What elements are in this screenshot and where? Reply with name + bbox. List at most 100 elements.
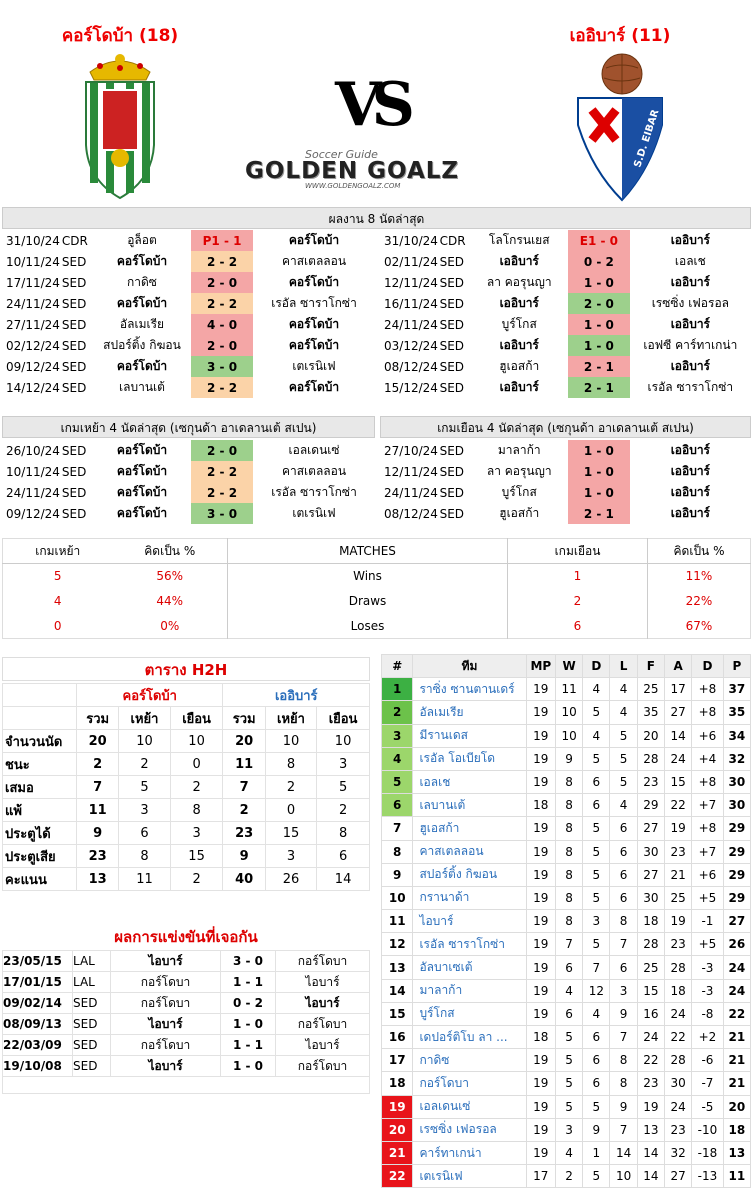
home-team[interactable]: คอร์โดบ้า — [116, 485, 168, 499]
home-team[interactable]: เออิบาร์ — [499, 254, 539, 268]
home-team[interactable]: โลโกรนเยส — [488, 233, 550, 247]
league-team[interactable]: กรานาด้า — [412, 885, 527, 911]
away-team[interactable]: เอฟซี คาร์ทาเกน่า — [643, 338, 738, 352]
home-team[interactable]: มาลาก้า — [497, 443, 541, 457]
league-team[interactable]: มีรานเดส — [412, 723, 527, 748]
away-team[interactable]: คอร์โดบ้า — [288, 380, 340, 394]
league-team[interactable]: คาร์ทาเกน่า — [412, 1140, 527, 1166]
competition-code: SED — [61, 464, 87, 479]
home-team[interactable]: เออิบาร์ — [499, 296, 539, 310]
league-team[interactable]: กาดิซ — [412, 1048, 527, 1073]
result-away[interactable]: ไอบาร์ — [275, 1034, 370, 1056]
away-team[interactable]: เรอัล ซาราโกซ่า — [271, 296, 357, 310]
home-team[interactable]: กาดิซ — [127, 275, 157, 289]
home-team[interactable]: บูร์โกส — [501, 485, 537, 499]
league-team[interactable]: เรซซิ่ง เฟอรอล — [412, 1117, 527, 1142]
home-team[interactable]: อัลเมเรีย — [119, 317, 165, 331]
result-away[interactable]: กอร์โดบา — [275, 950, 370, 972]
result-home[interactable]: กอร์โดบา — [110, 971, 221, 993]
score: 1 - 0 — [568, 272, 630, 293]
league-team[interactable]: เดปอร์ติโบ ลา ... — [412, 1024, 527, 1050]
home-team[interactable]: คอร์โดบ้า — [116, 506, 168, 520]
away-team[interactable]: เตเรนิเฟ — [292, 506, 336, 520]
league-team[interactable]: อัลเมเรีย — [412, 700, 527, 725]
league-team[interactable]: เอลเดนเซ่ — [412, 1094, 527, 1119]
match-date: 26/10/24 — [6, 443, 60, 458]
result-home[interactable]: กอร์โดบา — [110, 1034, 221, 1056]
h2h-row: จำนวนนัด 20 10 10 20 10 10 — [2, 729, 370, 753]
home-team[interactable]: ฮูเอสก้า — [499, 506, 540, 520]
league-team[interactable]: อัลบาเซเต้ — [412, 955, 527, 980]
league-team[interactable]: เลบานเต้ — [412, 793, 527, 818]
league-team[interactable]: เตเรนิเฟ — [412, 1164, 527, 1189]
league-team[interactable]: เอลเช — [412, 769, 527, 795]
league-stat: 19 — [525, 1117, 556, 1142]
home-team[interactable]: ลา คอรุนญา — [486, 464, 552, 478]
league-team[interactable]: เรอัล โอเบียโด — [412, 746, 527, 771]
home-team[interactable]: บูร์โกส — [501, 317, 537, 331]
league-position: 16 — [380, 1024, 414, 1050]
league-stat: 19 — [525, 885, 556, 911]
league-team[interactable]: สปอร์ติ้ง กิฆอน — [412, 862, 527, 887]
away-team[interactable]: คอร์โดบ้า — [288, 233, 340, 247]
result-home[interactable]: ไอบาร์ — [110, 1013, 221, 1035]
league-team[interactable]: ราซิ่ง ซานตานเดร์ — [412, 677, 527, 702]
away-team[interactable]: คอร์โดบ้า — [288, 338, 340, 352]
league-team[interactable]: เรอัล ซาราโกซ่า — [412, 932, 527, 957]
away-team[interactable]: เออิบาร์ — [670, 443, 711, 457]
away-team[interactable]: เออิบาร์ — [670, 485, 711, 499]
home-team[interactable]: คอร์โดบ้า — [116, 443, 168, 457]
away-team[interactable]: เอลเดนเซ่ — [288, 443, 340, 457]
result-away[interactable]: กอร์โดบา — [275, 1055, 370, 1077]
league-stat: 19 — [525, 700, 556, 725]
away-team[interactable]: เรอัล ซาราโกซ่า — [647, 380, 734, 394]
home-team[interactable]: คอร์โดบ้า — [116, 296, 168, 310]
away-team[interactable]: คาสเตลลอน — [281, 254, 347, 268]
result-home[interactable]: ไอบาร์ — [110, 950, 221, 972]
league-stat: 23 — [663, 839, 693, 864]
league-stat: 5 — [582, 1164, 611, 1189]
result-away[interactable]: กอร์โดบา — [275, 1013, 370, 1035]
league-stat: 29 — [722, 816, 752, 841]
result-away[interactable]: ไอบาร์ — [275, 971, 370, 993]
away-team[interactable]: เตเรนิเฟ — [292, 359, 336, 373]
league-team[interactable]: กอร์โดบา — [412, 1071, 527, 1096]
home-team[interactable]: สปอร์ติ้ง กิฆอน — [103, 338, 181, 352]
league-team[interactable]: มาลาก้า — [412, 978, 527, 1003]
away-team[interactable]: เรซซิ่ง เฟอรอล — [651, 296, 730, 310]
away-team[interactable]: เออิบาร์ — [670, 317, 711, 331]
home-team[interactable]: คอร์โดบ้า — [116, 359, 168, 373]
result-home[interactable]: กอร์โดบา — [110, 992, 221, 1014]
away-team[interactable]: เออิบาร์ — [670, 359, 711, 373]
away-team[interactable]: เออิบาร์ — [670, 464, 711, 478]
result-home[interactable]: ไอบาร์ — [110, 1055, 221, 1077]
away-team[interactable]: คาสเตลลอน — [281, 464, 347, 478]
league-team[interactable]: ไอบาร์ — [412, 909, 527, 934]
home-team[interactable]: เลบานเต้ — [119, 380, 165, 394]
home-team[interactable]: เออิบาร์ — [499, 338, 539, 352]
home-team[interactable]: ลา คอรุนญา — [486, 275, 552, 289]
away-team[interactable]: คอร์โดบ้า — [288, 317, 340, 331]
league-team[interactable]: บูร์โกส — [412, 1001, 527, 1027]
league-stat: +2 — [691, 1024, 724, 1050]
result-away[interactable]: ไอบาร์ — [275, 992, 370, 1014]
home-team[interactable]: เออิบาร์ — [499, 380, 539, 394]
league-team[interactable]: คาสเตลลอน — [412, 839, 527, 864]
league-stat: 5 — [582, 816, 611, 841]
league-stat: 4 — [582, 1001, 611, 1027]
match-date: 31/10/24 — [6, 233, 60, 248]
away-team[interactable]: เรอัล ซาราโกซ่า — [271, 485, 357, 499]
home-team[interactable]: คอร์โดบ้า — [116, 254, 168, 268]
home-team[interactable]: อูล็อต — [127, 233, 157, 247]
match-row: 02/11/24 SED เออิบาร์ 0 - 2 เอลเช — [380, 251, 751, 272]
away-team[interactable]: คอร์โดบ้า — [288, 275, 340, 289]
away-team[interactable]: เออิบาร์ — [670, 233, 711, 247]
stats-label: Loses — [227, 613, 508, 639]
away-team[interactable]: เออิบาร์ — [670, 506, 711, 520]
league-stat: 6 — [609, 955, 638, 980]
away-team[interactable]: เอลเช — [674, 254, 706, 268]
home-team[interactable]: คอร์โดบ้า — [116, 464, 168, 478]
league-team[interactable]: ฮูเอสก้า — [412, 816, 527, 841]
away-team[interactable]: เออิบาร์ — [670, 275, 711, 289]
home-team[interactable]: ฮูเอสก้า — [499, 359, 540, 373]
